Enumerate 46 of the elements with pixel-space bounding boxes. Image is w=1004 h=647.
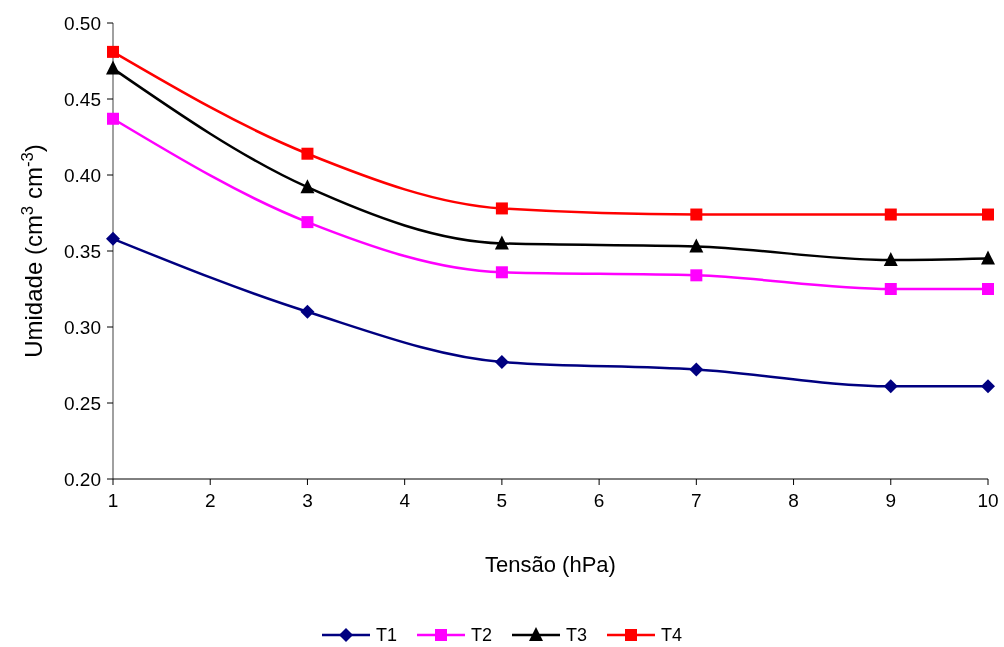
point <box>883 252 898 267</box>
legend-label: T3 <box>566 625 588 646</box>
point <box>300 304 315 319</box>
point <box>982 283 994 295</box>
point <box>495 202 508 215</box>
point <box>689 362 704 377</box>
point <box>106 60 120 75</box>
y-tick-label: 0.45 <box>64 88 101 110</box>
point <box>300 179 315 194</box>
point <box>884 208 897 221</box>
x-tick-label: 9 <box>885 490 897 511</box>
point <box>301 147 314 160</box>
y-tick-label: 0.20 <box>64 468 101 490</box>
x-tick-label: 1 <box>107 490 119 511</box>
point <box>107 45 119 58</box>
x-tick-label: 6 <box>593 490 605 511</box>
x-tick-label: 5 <box>496 490 508 511</box>
x-tick-label: 7 <box>691 490 702 511</box>
point <box>884 283 897 295</box>
x-tick-label: 2 <box>204 490 216 511</box>
y-tick-label: 0.30 <box>64 316 101 338</box>
legend-label: T4 <box>661 625 683 646</box>
legend-label: T1 <box>376 625 398 646</box>
point <box>982 208 994 221</box>
x-tick-label: 10 <box>977 490 999 511</box>
point <box>107 112 119 125</box>
y-tick-label: 0.25 <box>64 392 101 414</box>
point <box>690 269 703 282</box>
point <box>494 235 509 250</box>
y-tick-label: 0.35 <box>64 240 101 262</box>
point <box>106 231 120 246</box>
x-tick-label: 8 <box>788 490 799 511</box>
point <box>689 238 704 253</box>
x-axis-title: Tensão (hPa) <box>485 552 616 577</box>
x-tick-label: 3 <box>302 490 313 511</box>
point <box>495 266 508 279</box>
y-tick-label: 0.40 <box>64 164 101 186</box>
legend-label: T2 <box>471 625 493 646</box>
point <box>301 216 314 229</box>
y-tick-label: 0.50 <box>64 12 101 34</box>
point <box>494 354 509 369</box>
x-tick-label: 4 <box>399 490 411 511</box>
point <box>981 250 995 265</box>
point <box>690 208 703 221</box>
point <box>981 379 995 394</box>
point <box>883 379 898 394</box>
